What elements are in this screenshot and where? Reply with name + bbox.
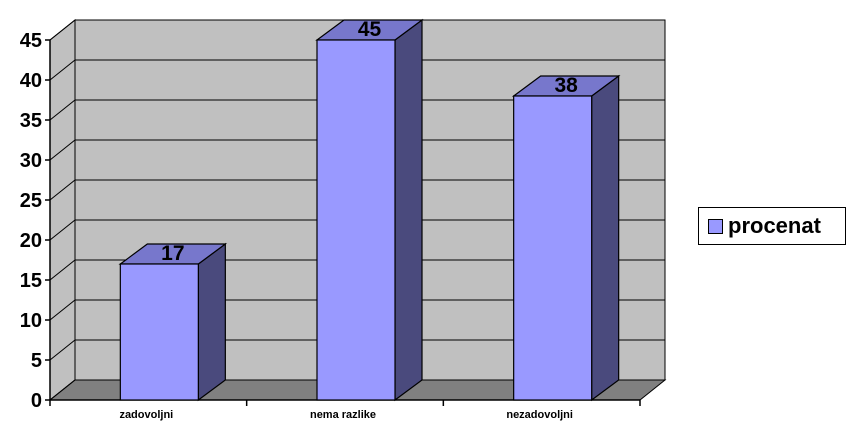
gridlines xyxy=(49,19,665,401)
x-tick-label: nema razlike xyxy=(310,409,376,421)
x-axis-ticks: zadovoljni nema razlike nezadovoljni xyxy=(49,400,641,421)
bar xyxy=(511,74,621,402)
gridline xyxy=(49,219,665,241)
data-labels: 17 45 38 xyxy=(161,18,578,265)
y-tick-label: 40 xyxy=(20,70,42,92)
x-tick-label: zadovoljni xyxy=(119,409,173,421)
legend-swatch xyxy=(708,218,723,234)
legend: procenat xyxy=(698,207,846,245)
bar-side xyxy=(197,242,226,402)
y-tick-label: 0 xyxy=(31,390,42,412)
bar xyxy=(118,242,228,402)
bar-front xyxy=(119,263,199,401)
bar-front xyxy=(316,39,396,401)
y-tick-label: 20 xyxy=(20,230,42,252)
gridline xyxy=(49,259,665,281)
gridline xyxy=(49,179,665,201)
gridline xyxy=(49,379,665,401)
gridline xyxy=(49,339,665,361)
legend-label: procenat xyxy=(728,213,821,238)
bar xyxy=(315,18,424,402)
x-tick-label: nezadovoljni xyxy=(506,409,573,421)
data-label: 17 xyxy=(161,242,184,265)
bar-front xyxy=(513,95,593,401)
gridline xyxy=(49,99,665,121)
bars xyxy=(118,18,621,402)
y-axis-ticks: 0 5 10 15 20 25 30 35 40 45 xyxy=(20,30,50,412)
y-tick-label: 30 xyxy=(20,150,42,172)
gridline xyxy=(49,299,665,321)
y-tick-label: 25 xyxy=(20,190,42,212)
y-tick-label: 15 xyxy=(20,270,42,292)
data-label: 45 xyxy=(358,18,382,41)
data-label: 38 xyxy=(554,74,578,97)
bar-side xyxy=(394,18,423,402)
y-tick-label: 10 xyxy=(20,310,42,332)
y-tick-label: 5 xyxy=(31,350,42,372)
bar-side xyxy=(591,74,620,402)
y-tick-label: 35 xyxy=(20,110,42,132)
gridline xyxy=(49,139,665,161)
gridline xyxy=(49,19,665,41)
gridline xyxy=(49,59,665,81)
y-tick-label: 45 xyxy=(20,30,42,52)
